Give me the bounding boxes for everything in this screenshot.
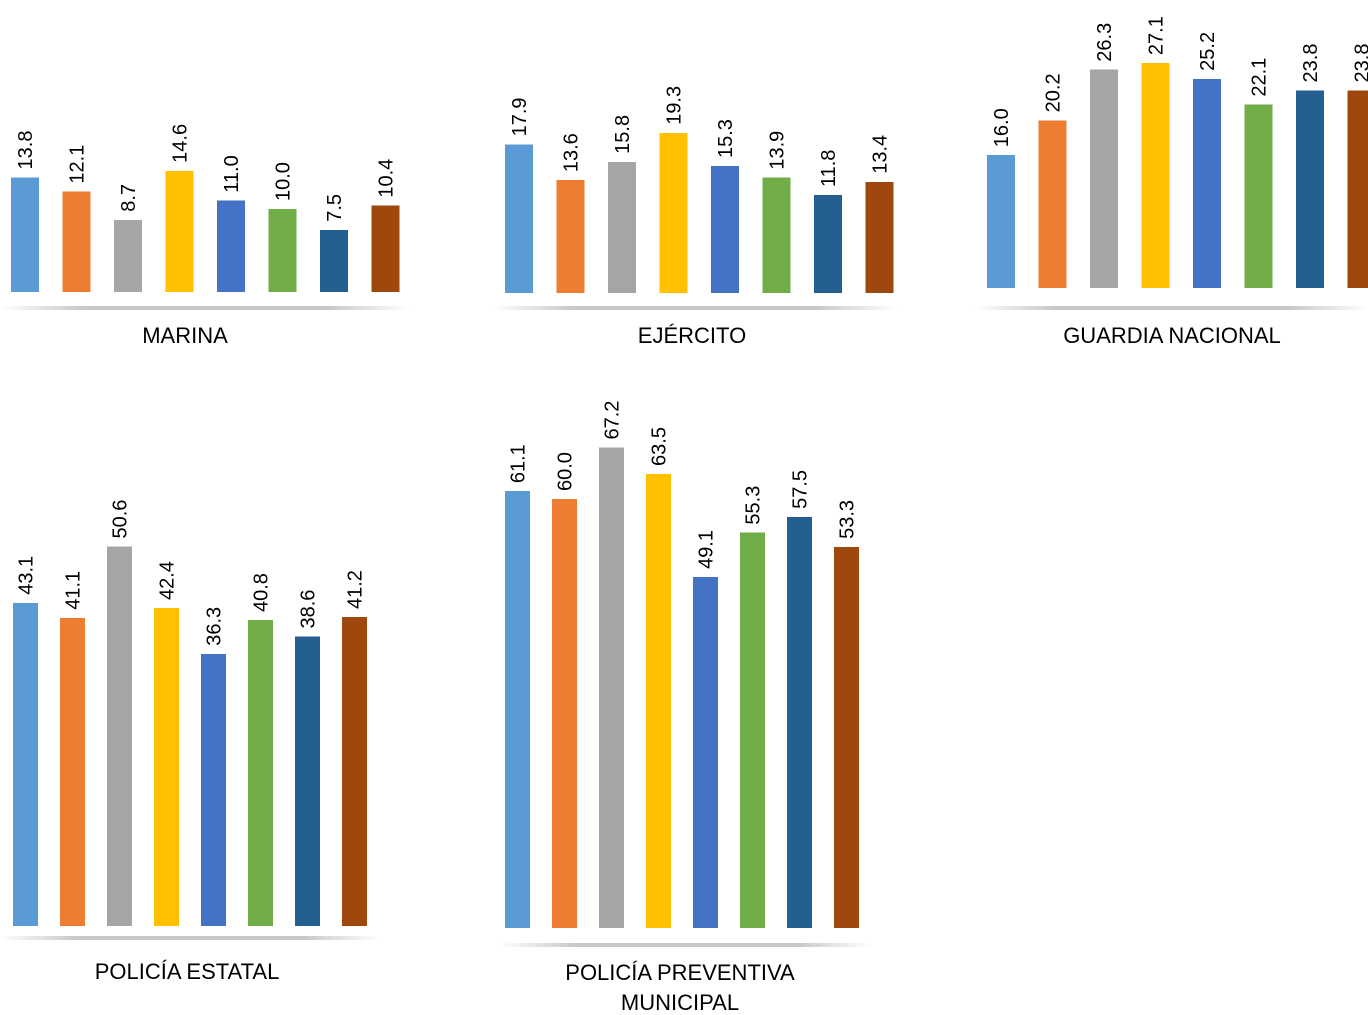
bar-value-label: 53.3 <box>837 500 859 539</box>
bar-value-label: 49.1 <box>696 530 718 569</box>
bar <box>552 499 577 928</box>
bar-value-label: 13.6 <box>561 133 583 172</box>
bar-value-label: 7.5 <box>324 194 346 222</box>
bar-value-label: 22.1 <box>1249 58 1271 97</box>
bar-value-label: 13.9 <box>767 131 789 170</box>
bar-value-label: 67.2 <box>602 401 624 440</box>
bar-value-label: 27.1 <box>1146 16 1168 55</box>
bar-value-label: 23.8 <box>1300 44 1322 83</box>
bar <box>13 602 38 926</box>
bar-value-label: 16.0 <box>991 108 1013 147</box>
bar-value-label: 55.3 <box>743 486 765 525</box>
bar <box>217 200 245 292</box>
bar <box>1193 78 1221 288</box>
bar <box>659 132 688 293</box>
bar <box>268 209 297 292</box>
bar <box>834 546 859 928</box>
chart-panel: 16.0 20.2 26.3 27.1 25.2 22.1 23.8 23.8 GUARDIA … <box>975 16 1368 348</box>
chart-title: GUARDIA NACIONAL <box>1063 323 1281 348</box>
bar <box>740 532 765 928</box>
chart-panel: 17.9 13.6 15.8 19.3 15.3 13.9 11.8 13.4 EJÉRCITO <box>492 86 898 348</box>
bar <box>711 166 739 293</box>
chart-title: MARINA <box>142 323 228 348</box>
chart-title: POLICÍA ESTATAL <box>95 959 280 984</box>
bar-value-label: 15.8 <box>612 115 634 154</box>
baseline <box>0 936 380 940</box>
bar-value-label: 17.9 <box>509 97 531 136</box>
chart-panel: 61.1 60.0 67.2 63.5 49.1 55.3 57.5 53.3 POLICÍA … <box>500 401 872 1015</box>
bar <box>1244 104 1273 288</box>
baseline <box>492 306 898 310</box>
bar <box>987 155 1015 288</box>
bar-value-label: 41.2 <box>345 570 367 609</box>
chart-title: MUNICIPAL <box>621 990 739 1015</box>
bar-value-label: 14.6 <box>170 124 192 163</box>
bar <box>320 229 348 292</box>
bar <box>248 620 273 926</box>
bar <box>11 177 39 292</box>
bar-value-label: 42.4 <box>157 561 179 600</box>
bar-value-label: 13.8 <box>15 131 37 170</box>
bar-value-label: 60.0 <box>555 452 577 491</box>
bar <box>60 617 85 926</box>
baseline <box>0 306 410 310</box>
bar <box>295 636 320 926</box>
bar <box>1038 120 1067 288</box>
bar-value-label: 11.8 <box>818 150 840 187</box>
bar <box>762 177 791 293</box>
bar-value-label: 10.4 <box>376 159 398 198</box>
bar-value-label: 41.1 <box>63 571 85 610</box>
bar <box>165 170 194 292</box>
bar-value-label: 57.5 <box>790 470 812 509</box>
bar <box>201 653 226 926</box>
bar-value-label: 26.3 <box>1094 23 1116 62</box>
bar <box>787 516 812 928</box>
bar-value-label: 15.3 <box>715 119 737 158</box>
bar <box>599 447 624 928</box>
bar <box>814 195 842 293</box>
bar <box>107 546 132 926</box>
bar-value-label: 12.1 <box>67 145 89 184</box>
bar-value-label: 13.4 <box>870 135 892 174</box>
bar-value-label: 40.8 <box>251 573 273 612</box>
bar <box>608 161 636 293</box>
bar-value-label: 63.5 <box>649 427 671 466</box>
bar <box>1090 69 1118 289</box>
bar <box>556 180 585 293</box>
bar-value-label: 38.6 <box>298 590 320 629</box>
bar-value-label: 10.0 <box>273 162 295 201</box>
bar <box>646 473 671 928</box>
bar-value-label: 25.2 <box>1197 32 1219 71</box>
bar-value-label: 8.7 <box>118 184 140 212</box>
bar-value-label: 23.8 <box>1352 44 1368 83</box>
bar-value-label: 50.6 <box>110 500 132 539</box>
bar <box>1296 90 1324 289</box>
bar-value-label: 43.1 <box>16 556 38 595</box>
bar <box>371 205 400 292</box>
baseline <box>975 306 1368 310</box>
bar <box>154 608 179 926</box>
bar <box>1347 90 1368 289</box>
bar <box>505 144 533 293</box>
bar-value-label: 61.1 <box>508 444 530 483</box>
bar <box>62 191 91 292</box>
bar-value-label: 20.2 <box>1043 73 1065 112</box>
bar <box>865 181 894 293</box>
chart-panel: 13.8 12.1 8.7 14.6 11.0 10.0 7.5 10.4 MARINA <box>0 124 410 348</box>
chart-title: POLICÍA PREVENTIVA <box>565 960 795 985</box>
bar <box>114 219 142 292</box>
bar <box>342 617 367 926</box>
bar-value-label: 36.3 <box>204 607 226 646</box>
chart-title: EJÉRCITO <box>638 323 746 348</box>
baseline <box>500 943 872 947</box>
bar <box>505 491 530 928</box>
bar-value-label: 11.0 <box>221 155 243 192</box>
bar <box>693 576 718 928</box>
bar-value-label: 19.3 <box>664 86 686 125</box>
bar <box>1141 63 1170 288</box>
chart-panel: 43.1 41.1 50.6 42.4 36.3 40.8 38.6 41.2 POLICÍA … <box>0 500 380 984</box>
